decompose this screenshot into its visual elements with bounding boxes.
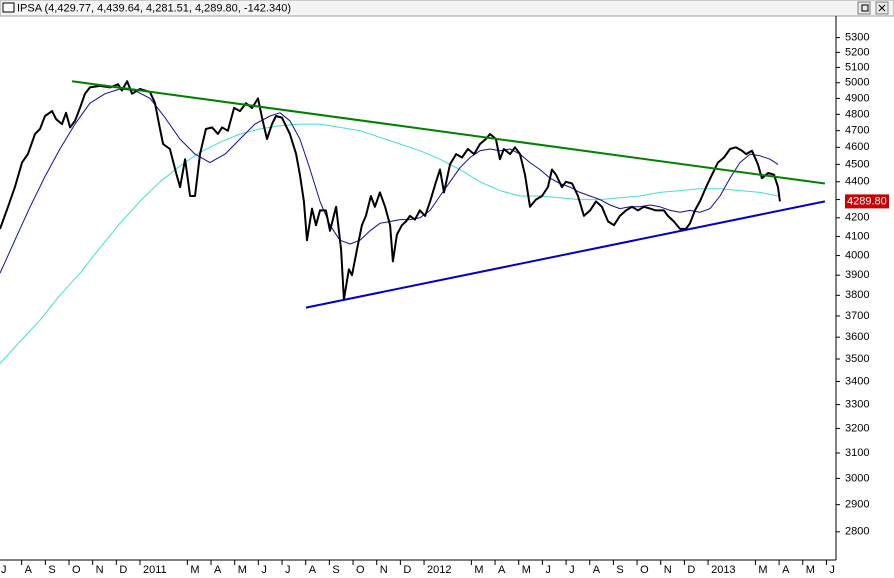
x-tick-label: 2013 <box>711 564 735 576</box>
x-tick-label: M <box>238 564 247 576</box>
price-tag <box>845 194 889 209</box>
x-tick-label: 2011 <box>143 564 167 576</box>
y-tick-label: 5100 <box>845 61 869 73</box>
y-tick-label: 4700 <box>845 125 869 137</box>
y-tick-label: 4000 <box>845 249 869 261</box>
y-tick-label: 4900 <box>845 92 869 104</box>
y-tick-label: 5000 <box>845 77 869 89</box>
x-tick-label: M <box>190 564 199 576</box>
y-tick-label: 3400 <box>845 375 869 387</box>
x-tick-label: M <box>474 564 483 576</box>
x-tick-label: O <box>356 564 365 576</box>
x-tick-label: A <box>593 564 601 576</box>
y-tick-label: 3500 <box>845 353 869 365</box>
window-icon <box>2 2 15 13</box>
y-tick-label: 4600 <box>845 141 869 153</box>
y-tick-label: 4100 <box>845 230 869 242</box>
x-tick-label: O <box>640 564 649 576</box>
series-line <box>0 80 781 301</box>
y-tick-label: 2800 <box>845 526 869 538</box>
x-tick-label: O <box>72 564 81 576</box>
y-tick-label: 3300 <box>845 398 869 410</box>
x-tick-label: A <box>25 564 33 576</box>
series-line <box>71 80 826 185</box>
x-tick-label: A <box>309 564 317 576</box>
x-tick-label: A <box>498 564 506 576</box>
x-tick-label: J <box>545 564 551 576</box>
close-icon <box>878 4 886 12</box>
chart-title: IPSA (4,429.77, 4,439.64, 4,281.51, 4,28… <box>17 2 291 14</box>
series-line <box>0 88 779 274</box>
series-line <box>305 200 826 309</box>
price-tag-label: 4289.80 <box>847 195 887 207</box>
y-tick-label: 4800 <box>845 108 869 120</box>
restore-icon <box>861 4 869 12</box>
x-tick-label: D <box>403 564 411 576</box>
title-bar <box>0 0 894 17</box>
y-tick-label: 5200 <box>845 46 869 58</box>
y-tick-label: 3100 <box>845 447 869 459</box>
series-line <box>0 123 779 364</box>
x-tick-label: A <box>214 564 222 576</box>
x-tick-label: M <box>522 564 531 576</box>
y-tick-label: 3700 <box>845 310 869 322</box>
y-tick-label: 4500 <box>845 158 869 170</box>
x-tick-label: S <box>616 564 623 576</box>
y-tick-label: 3900 <box>845 269 869 281</box>
x-tick-label: J <box>285 564 291 576</box>
x-tick-label: N <box>96 564 104 576</box>
y-tick-label: 3200 <box>845 422 869 434</box>
y-tick-label: 3000 <box>845 472 869 484</box>
x-tick-label: M <box>806 564 815 576</box>
y-tick-label: 4400 <box>845 176 869 188</box>
x-tick-label: D <box>119 564 127 576</box>
x-tick-label: D <box>687 564 695 576</box>
y-tick-label: 3800 <box>845 289 869 301</box>
y-tick-label: 5300 <box>845 32 869 44</box>
x-tick-label: A <box>782 564 790 576</box>
plot-area <box>0 80 826 364</box>
x-tick-label: J <box>1 564 7 576</box>
y-tick-label: 2900 <box>845 499 869 511</box>
x-tick-label: J <box>261 564 267 576</box>
y-tick-label: 3600 <box>845 331 869 343</box>
x-tick-label: N <box>664 564 672 576</box>
x-tick-label: J <box>569 564 575 576</box>
x-tick-label: S <box>332 564 339 576</box>
x-tick-label: S <box>48 564 55 576</box>
y-tick-label: 4200 <box>845 212 869 224</box>
x-tick-label: M <box>758 564 767 576</box>
x-tick-label: N <box>380 564 388 576</box>
x-tick-label: 2012 <box>427 564 451 576</box>
x-tick-label: J <box>829 564 835 576</box>
